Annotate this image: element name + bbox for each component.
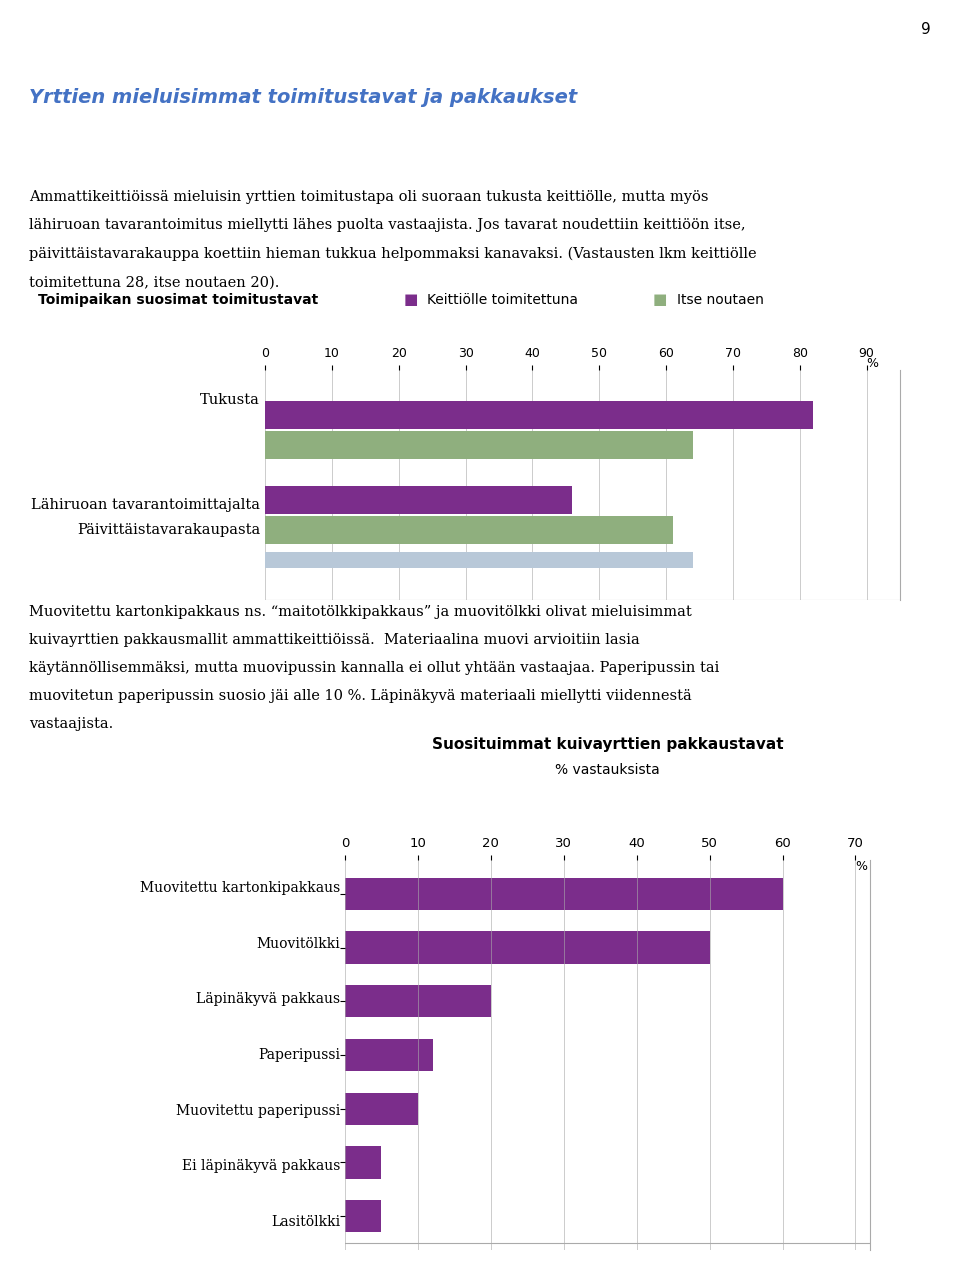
Text: vastaajista.: vastaajista.	[29, 717, 113, 731]
Bar	[265, 431, 693, 459]
Bar	[345, 931, 709, 963]
Text: Tukusta: Tukusta	[200, 392, 260, 406]
Bar	[345, 1093, 418, 1125]
Text: muovitetun paperipussin suosio jäi alle 10 %. Läpinäkyvä materiaali miellytti vi: muovitetun paperipussin suosio jäi alle …	[29, 689, 691, 703]
Bar	[345, 1200, 381, 1232]
Bar	[345, 985, 491, 1018]
Text: Muovitettu paperipussi: Muovitettu paperipussi	[176, 1103, 340, 1117]
Text: lähiruoan tavarantoimitus miellytti lähes puolta vastaajista. Jos tavarat noudet: lähiruoan tavarantoimitus miellytti lähe…	[29, 219, 745, 232]
Bar	[265, 485, 572, 513]
Text: Paperipussi: Paperipussi	[258, 1049, 340, 1063]
Text: 9: 9	[922, 23, 931, 37]
Text: käytännöllisemmäksi, mutta muovipussin kannalla ei ollut yhtään vastaajaa. Paper: käytännöllisemmäksi, mutta muovipussin k…	[29, 661, 719, 675]
Text: Itse noutaen: Itse noutaen	[677, 293, 763, 307]
Text: Suosituimmat kuivayrttien pakkaustavat: Suosituimmat kuivayrttien pakkaustavat	[432, 738, 783, 753]
Text: %: %	[867, 357, 878, 369]
Bar	[345, 1038, 433, 1071]
Bar	[265, 516, 673, 544]
Text: päivittäistavarakauppa koettiin hieman tukkua helpommaksi kanavaksi. (Vastausten: päivittäistavarakauppa koettiin hieman t…	[29, 247, 756, 261]
Bar	[265, 401, 813, 429]
Text: Keittiölle toimitettuna: Keittiölle toimitettuna	[427, 293, 578, 307]
Text: Päivittäistavarakaupasta: Päivittäistavarakaupasta	[77, 524, 260, 538]
Text: Läpinäkyvä pakkaus: Läpinäkyvä pakkaus	[196, 992, 340, 1006]
Text: ■: ■	[403, 293, 418, 307]
Text: Lasitölkki: Lasitölkki	[271, 1215, 340, 1229]
Text: Lähiruoan tavarantoimittajalta: Lähiruoan tavarantoimittajalta	[31, 498, 260, 512]
Text: Muovitettu kartonkipakkaus: Muovitettu kartonkipakkaus	[140, 880, 340, 894]
Text: Muovitettu kartonkipakkaus ns. “maitotölkkipakkaus” ja muovitölkki olivat mielui: Muovitettu kartonkipakkaus ns. “maitotöl…	[29, 605, 691, 619]
Text: Toimipaikan suosimat toimitustavat: Toimipaikan suosimat toimitustavat	[38, 293, 319, 307]
Text: toimitettuna 28, itse noutaen 20).: toimitettuna 28, itse noutaen 20).	[29, 275, 279, 289]
Text: kuivayrttien pakkausmallit ammattikeittiöissä.  Materiaalina muovi arvioitiin la: kuivayrttien pakkausmallit ammattikeitti…	[29, 633, 639, 647]
Bar	[345, 878, 782, 910]
Text: Ammattikeittiöissä mieluisin yrttien toimitustapa oli suoraan tukusta keittiölle: Ammattikeittiöissä mieluisin yrttien toi…	[29, 190, 708, 204]
Text: Yrttien mieluisimmat toimitustavat ja pakkaukset: Yrttien mieluisimmat toimitustavat ja pa…	[29, 88, 577, 107]
Text: %: %	[855, 860, 868, 874]
Bar	[265, 553, 693, 568]
Text: Ei läpinäkyvä pakkaus: Ei läpinäkyvä pakkaus	[181, 1159, 340, 1173]
Bar	[345, 1147, 381, 1178]
Text: % vastauksista: % vastauksista	[555, 763, 660, 777]
Text: ■: ■	[653, 293, 667, 307]
Text: Muovitölkki: Muovitölkki	[256, 936, 340, 950]
